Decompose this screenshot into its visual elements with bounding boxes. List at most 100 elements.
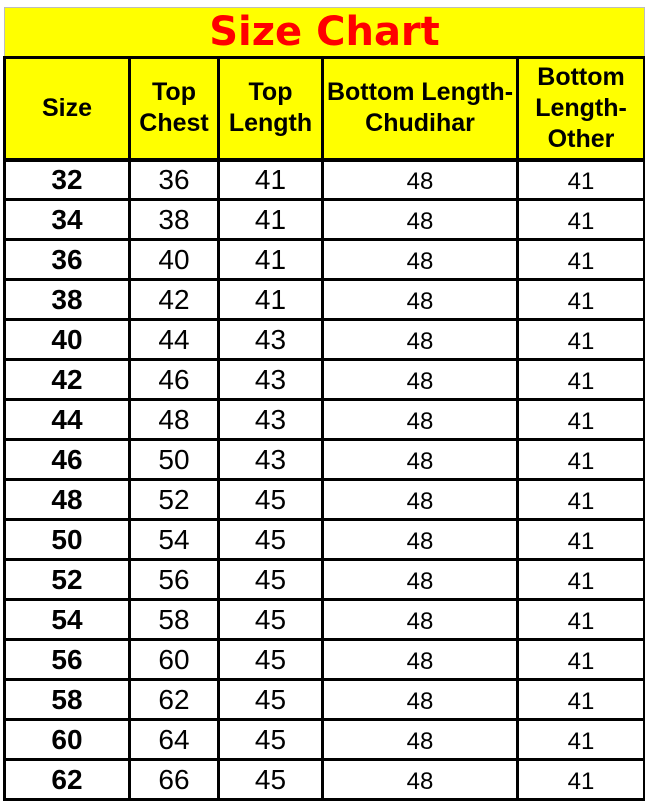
size-cell: 38 [3, 278, 131, 321]
column-header-bottom-length-other: Bottom Length-Other [515, 56, 645, 162]
table-cell: 56 [128, 558, 220, 601]
table-cell: 41 [515, 398, 645, 441]
size-cell: 40 [3, 318, 131, 361]
size-cell: 62 [3, 758, 131, 801]
table-row: 48 52 45 48 41 [3, 478, 645, 521]
table-cell: 41 [515, 478, 645, 521]
table-cell: 58 [128, 598, 220, 641]
table-cell: 38 [128, 198, 220, 241]
table-cell: 64 [128, 718, 220, 761]
table-row: 56 60 45 48 41 [3, 638, 645, 681]
table-cell: 40 [128, 238, 220, 281]
table-cell: 60 [128, 638, 220, 681]
size-cell: 46 [3, 438, 131, 481]
table-cell: 36 [128, 158, 220, 201]
table-cell: 48 [321, 678, 519, 721]
size-cell: 54 [3, 598, 131, 641]
table-cell: 48 [321, 518, 519, 561]
table-cell: 41 [515, 718, 645, 761]
title-row: Size Chart [3, 7, 645, 59]
table-cell: 45 [217, 518, 324, 561]
table-cell: 45 [217, 718, 324, 761]
table-row: 34 38 41 48 41 [3, 198, 645, 241]
size-cell: 32 [3, 158, 131, 201]
table-cell: 50 [128, 438, 220, 481]
table-cell: 44 [128, 318, 220, 361]
column-header-bottom-length-chudihar: Bottom Length-Chudihar [321, 56, 519, 162]
table-cell: 45 [217, 758, 324, 801]
table-cell: 41 [515, 678, 645, 721]
table-row: 38 42 41 48 41 [3, 278, 645, 321]
table-cell: 41 [515, 158, 645, 201]
table-cell: 48 [321, 358, 519, 401]
table-cell: 41 [515, 518, 645, 561]
table-cell: 46 [128, 358, 220, 401]
table-cell: 45 [217, 638, 324, 681]
table-cell: 43 [217, 438, 324, 481]
table-cell: 48 [321, 438, 519, 481]
size-chart-table: Size Chart Size Top Chest Top Length Bot… [3, 7, 645, 801]
size-cell: 42 [3, 358, 131, 401]
table-cell: 45 [217, 598, 324, 641]
table-row: 54 58 45 48 41 [3, 598, 645, 641]
table-row: 52 56 45 48 41 [3, 558, 645, 601]
table-cell: 41 [515, 278, 645, 321]
table-cell: 48 [321, 318, 519, 361]
size-cell: 58 [3, 678, 131, 721]
table-row: 46 50 43 48 41 [3, 438, 645, 481]
table-cell: 48 [321, 718, 519, 761]
table-cell: 41 [217, 278, 324, 321]
table-row: 58 62 45 48 41 [3, 678, 645, 721]
table-cell: 45 [217, 558, 324, 601]
table-cell: 41 [515, 558, 645, 601]
table-cell: 43 [217, 398, 324, 441]
table-cell: 41 [515, 318, 645, 361]
table-header-row: Size Top Chest Top Length Bottom Length-… [3, 56, 645, 162]
table-cell: 62 [128, 678, 220, 721]
table-cell: 41 [515, 638, 645, 681]
table-cell: 48 [321, 638, 519, 681]
size-cell: 36 [3, 238, 131, 281]
table-cell: 41 [217, 238, 324, 281]
table-row: 44 48 43 48 41 [3, 398, 645, 441]
column-header-size: Size [3, 56, 131, 162]
table-cell: 41 [515, 198, 645, 241]
table-cell: 48 [321, 158, 519, 201]
table-row: 36 40 41 48 41 [3, 238, 645, 281]
table-cell: 45 [217, 678, 324, 721]
size-cell: 48 [3, 478, 131, 521]
table-row: 40 44 43 48 41 [3, 318, 645, 361]
size-cell: 44 [3, 398, 131, 441]
table-cell: 48 [321, 598, 519, 641]
table-cell: 41 [515, 598, 645, 641]
table-row: 60 64 45 48 41 [3, 718, 645, 761]
size-cell: 60 [3, 718, 131, 761]
table-body: 32 36 41 48 41 34 38 41 48 41 36 40 41 48 41 38 42 41 48 41… [3, 158, 645, 801]
size-cell: 50 [3, 518, 131, 561]
table-cell: 41 [515, 438, 645, 481]
table-cell: 66 [128, 758, 220, 801]
table-cell: 48 [321, 278, 519, 321]
table-cell: 48 [321, 478, 519, 521]
table-cell: 54 [128, 518, 220, 561]
table-cell: 42 [128, 278, 220, 321]
table-cell: 41 [515, 238, 645, 281]
table-cell: 41 [515, 358, 645, 401]
page-title: Size Chart [3, 7, 645, 59]
table-cell: 48 [128, 398, 220, 441]
table-row: 42 46 43 48 41 [3, 358, 645, 401]
table-cell: 45 [217, 478, 324, 521]
size-cell: 56 [3, 638, 131, 681]
size-cell: 34 [3, 198, 131, 241]
table-cell: 52 [128, 478, 220, 521]
table-cell: 41 [515, 758, 645, 801]
table-cell: 43 [217, 358, 324, 401]
size-cell: 52 [3, 558, 131, 601]
table-cell: 41 [217, 198, 324, 241]
table-cell: 41 [217, 158, 324, 201]
table-row: 50 54 45 48 41 [3, 518, 645, 561]
table-cell: 48 [321, 398, 519, 441]
table-row: 62 66 45 48 41 [3, 758, 645, 801]
table-cell: 48 [321, 758, 519, 801]
